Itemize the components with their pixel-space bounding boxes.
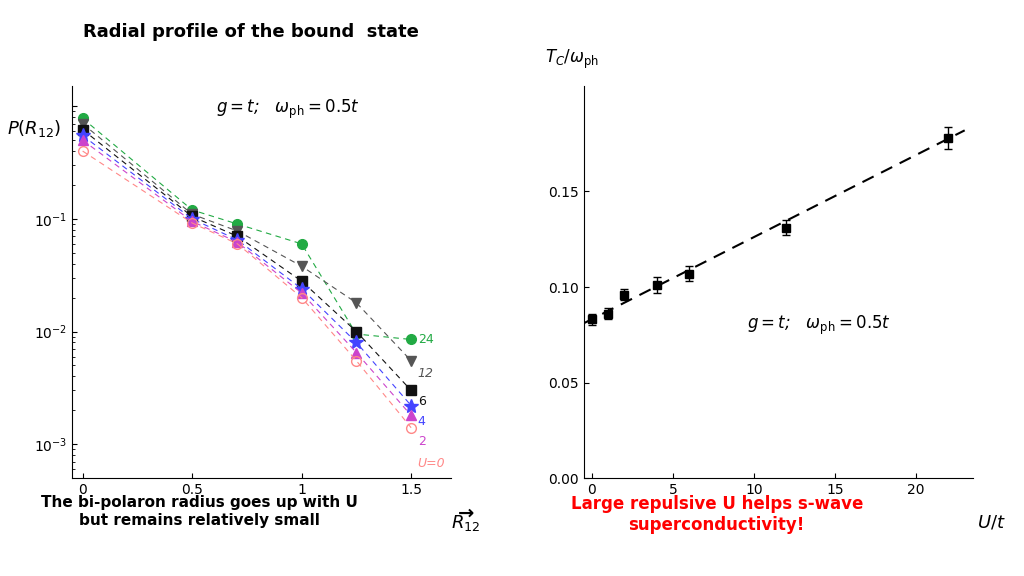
- Text: 12: 12: [418, 367, 434, 381]
- Text: $g = t$;   $\omega_{\rm ph} = 0.5t$: $g = t$; $\omega_{\rm ph} = 0.5t$: [748, 313, 891, 337]
- Text: 24: 24: [418, 333, 433, 346]
- Text: Radial profile of the bound  state: Radial profile of the bound state: [83, 23, 419, 41]
- Text: Large repulsive U helps s-wave
superconductivity!: Large repulsive U helps s-wave supercond…: [570, 495, 863, 534]
- Text: U=0: U=0: [418, 457, 445, 469]
- Text: The bi-polaron radius goes up with U
but remains relatively small: The bi-polaron radius goes up with U but…: [41, 495, 358, 528]
- Text: $R_{12}$: $R_{12}$: [451, 513, 480, 533]
- Text: $g = t$;   $\omega_{\rm ph} = 0.5t$: $g = t$; $\omega_{\rm ph} = 0.5t$: [216, 98, 359, 122]
- Text: $T_C/\omega_{\rm ph}$: $T_C/\omega_{\rm ph}$: [545, 48, 599, 71]
- Text: 4: 4: [418, 415, 426, 427]
- Text: 6: 6: [418, 395, 426, 408]
- Text: 2: 2: [418, 435, 426, 448]
- Text: →: →: [458, 504, 474, 523]
- Text: $U/t$: $U/t$: [977, 513, 1006, 531]
- Text: $P(R_{12})$: $P(R_{12})$: [7, 118, 61, 139]
